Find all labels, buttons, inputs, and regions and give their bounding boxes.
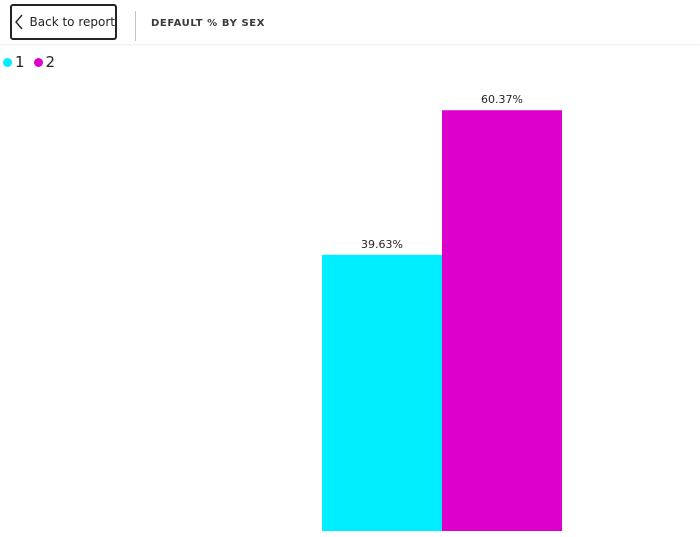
- chevron-left-icon: [13, 4, 26, 40]
- chart-legend: 1 2: [3, 53, 64, 71]
- top-bar: Back to report DEFAULT % BY SEX: [0, 0, 700, 44]
- legend-marker-1: [3, 57, 12, 67]
- legend-label-2: 2: [45, 53, 56, 71]
- back-button-label: Back to report: [29, 15, 115, 29]
- legend-marker-2: [33, 57, 43, 67]
- legend-item-2[interactable]: 2: [33, 53, 56, 71]
- bar-1[interactable]: [322, 254, 442, 532]
- bar-2[interactable]: [442, 110, 562, 532]
- header-divider: [135, 11, 136, 41]
- data-label-2: 60.37%: [481, 93, 523, 106]
- page-title: DEFAULT % BY SEX: [151, 18, 266, 29]
- legend-label-1: 1: [15, 53, 25, 71]
- back-to-report-button[interactable]: Back to report: [10, 4, 117, 40]
- data-label-1: 39.63%: [361, 238, 403, 251]
- legend-item-1[interactable]: 1: [3, 53, 25, 71]
